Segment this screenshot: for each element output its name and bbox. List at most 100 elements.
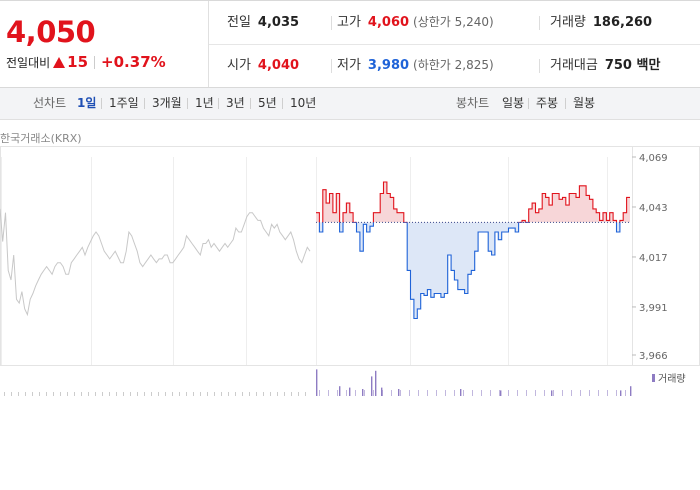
tab-monthly-candle[interactable]: 월봉 [573,96,596,110]
tab-5y[interactable]: 5년 [258,96,277,110]
divider [250,98,251,109]
series-today-up-area [316,182,630,223]
volume-bar [339,386,341,396]
change-percent: +0.37% [101,53,166,71]
volume-bar [130,392,131,396]
tab-3y[interactable]: 3년 [226,96,245,110]
tab-1y[interactable]: 1년 [195,96,214,110]
volume-bar [526,390,527,396]
volume-bar [298,392,299,396]
volume-bar [53,392,54,396]
volume-bar [270,392,271,396]
tab-1w[interactable]: 1주일 [109,96,139,110]
volume-bar [625,390,626,396]
divider [528,98,529,109]
volume-bar [328,390,329,396]
volume-bar [242,392,243,396]
tab-weekly-candle[interactable]: 주봉 [536,96,559,110]
volume-bar [25,392,26,396]
upper-limit: (상한가 5,240) [413,15,494,29]
candle-chart-heading: 봉차트 [456,96,490,110]
price-box: 4,050 전일대비 15 +0.37% [0,1,209,87]
y-tick-label: 4,069 [639,153,668,164]
volume-bar [481,390,482,396]
volume-bar [362,389,364,396]
tab-3m[interactable]: 3개월 [152,96,182,110]
volume-bar [88,392,89,396]
volume-bar [277,392,278,396]
volume-bar [186,392,187,396]
volume-bar [316,369,318,396]
divider [282,98,283,109]
volume-bar [508,390,509,396]
volume-bar [562,390,563,396]
volume-bar [490,390,491,396]
volume-bar [580,390,581,396]
prev-close: 전일 4,035 [227,1,299,44]
volume-bar [398,389,400,396]
high-price: 고가 4,060 (상한가 5,240) [337,1,494,44]
open-price: 시가 4,040 [227,44,299,87]
y-tick-label: 3,966 [639,351,668,362]
change-value: 15 [67,53,89,71]
volume-bar [263,392,264,396]
volume-bar [371,376,373,396]
volume-bar [32,392,33,396]
series-today-line-down [318,222,621,320]
volume-bar [46,392,47,396]
volume-bar [200,392,201,396]
volume-value: 186,260 [592,15,653,30]
tab-1d[interactable]: 1일 [77,96,97,110]
line-chart-heading: 선차트 [33,96,67,110]
volume-bar [598,390,599,396]
tab-daily-candle[interactable]: 일봉 [502,96,525,110]
high-value: 4,060 [367,15,410,30]
volume-bar [291,392,292,396]
chart-source: 한국거래소(KRX) [0,132,82,145]
volume-bar [158,392,159,396]
divider [331,16,332,30]
up-triangle-icon [53,57,66,68]
volume-bar [349,387,351,396]
volume-bar [500,390,502,396]
series-previous-day-line [0,208,311,317]
volume-bar [463,390,464,396]
low-label: 저가 [337,58,361,73]
volume-bar [123,392,124,396]
info-row-1: 전일 4,035 고가 4,060 (상한가 5,240) 거래량 186,260 [209,1,700,45]
volume-bar [364,390,365,396]
volume-bar [228,392,229,396]
volume-bar [391,390,392,396]
prev-close-value: 4,035 [257,15,300,30]
volume-bar [151,392,152,396]
quote-header: 4,050 전일대비 15 +0.37% 전일 4,035 고가 4,060 (상한가 5… [0,0,700,88]
tab-10y[interactable]: 10년 [290,96,317,110]
high-label: 고가 [337,15,361,30]
volume-bar [165,392,166,396]
volume-bar [214,392,215,396]
volume-bar [551,390,553,396]
plot-frame [0,146,700,366]
volume-label: 거래량 [550,15,586,30]
volume-bar [607,390,608,396]
volume-bar [179,392,180,396]
lower-limit: (하한가 2,825) [413,58,494,72]
volume-info: 거래량 186,260 [550,1,652,44]
volume-bar [144,392,145,396]
y-tick-label: 4,017 [639,253,668,264]
volume-bar [460,389,462,396]
volume-bar [235,392,236,396]
divider [565,98,566,109]
volume-bar [4,392,5,396]
chart-period-tabs: 선차트 1일 1주일 3개월 1년 3년 5년 10년 봉차트 일봉 주봉 월봉 [0,88,700,120]
volume-bar [418,390,419,396]
divider [187,98,188,109]
volume-bar [445,390,446,396]
volume-bar [499,390,500,396]
volume-bar [553,390,554,396]
volume-bar [102,392,103,396]
prev-close-label: 전일 [227,15,251,30]
volume-bar [409,390,410,396]
volume-bar [630,386,632,396]
change-label: 전일대비 [6,56,51,70]
